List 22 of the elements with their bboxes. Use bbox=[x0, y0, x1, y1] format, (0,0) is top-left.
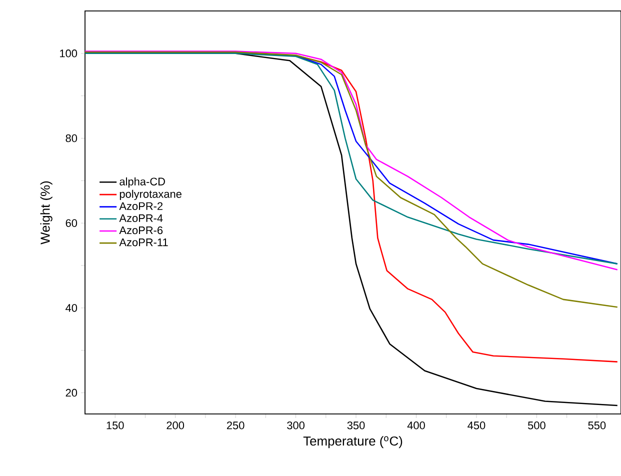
y-tick-label: 40 bbox=[66, 304, 78, 312]
legend-label: AzoPR-4 bbox=[119, 214, 163, 222]
y-tick-label: 80 bbox=[66, 134, 78, 142]
x-tick-label: 350 bbox=[347, 422, 365, 430]
y-tick-label: 60 bbox=[66, 219, 78, 227]
y-tick-label: 20 bbox=[66, 388, 78, 397]
y-axis-title: Weight (%) bbox=[40, 181, 52, 244]
legend-label: AzoPR-11 bbox=[119, 238, 168, 246]
x-tick-label: 500 bbox=[528, 422, 546, 430]
x-tick-label: 550 bbox=[588, 422, 606, 430]
x-tick-label: 300 bbox=[287, 422, 304, 430]
legend-label: polyrotaxane bbox=[120, 190, 182, 200]
x-axis-title: Temperature ($^{o}$C) bbox=[303, 436, 402, 448]
legend-label: AzoPR-6 bbox=[119, 226, 163, 234]
x-tick-label: 450 bbox=[468, 422, 486, 430]
x-tick-label: 200 bbox=[166, 422, 184, 430]
legend-label: AzoPR-2 bbox=[119, 202, 163, 210]
y-tick-label: 100 bbox=[60, 50, 78, 58]
x-tick-label: 400 bbox=[407, 422, 425, 430]
legend-label: alpha-CD bbox=[120, 177, 165, 188]
x-tick-label: 150 bbox=[106, 422, 124, 430]
x-tick-label: 250 bbox=[226, 422, 244, 430]
